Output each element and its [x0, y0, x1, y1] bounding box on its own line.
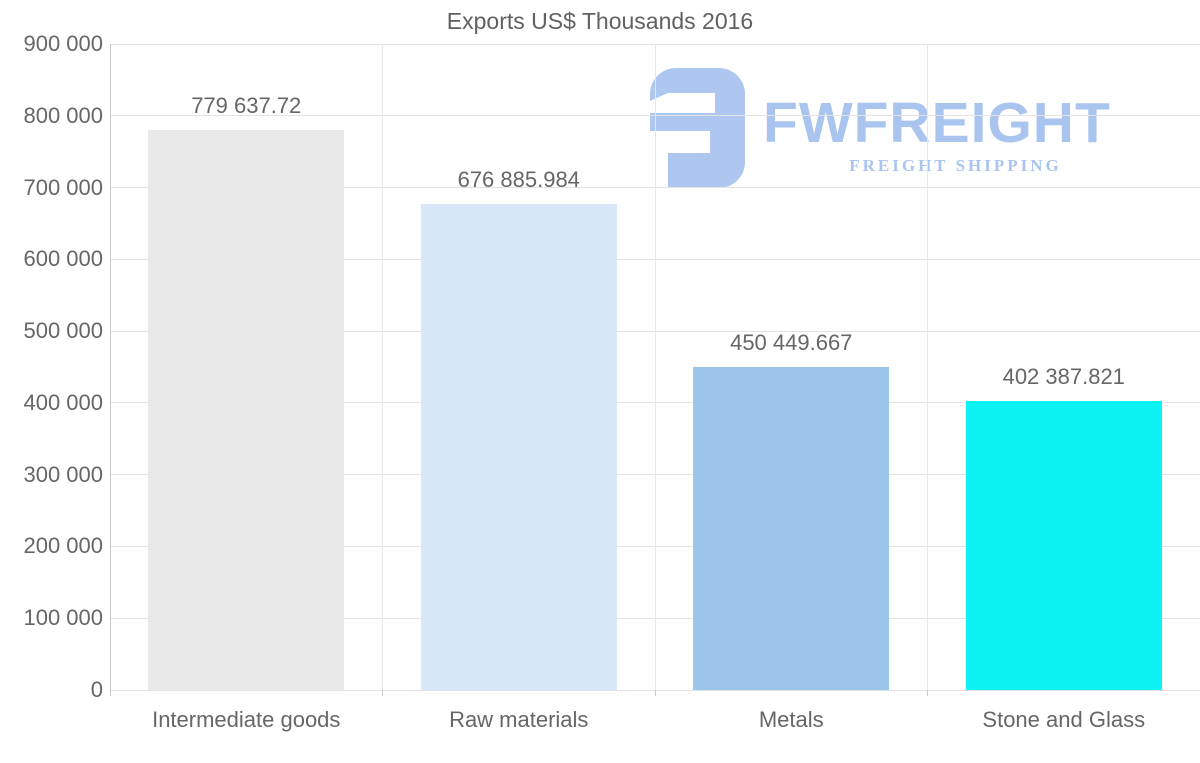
- gridline-vertical: [927, 44, 928, 690]
- x-axis-tick: [382, 690, 383, 696]
- bar-metals: [693, 366, 890, 690]
- y-axis-tick-label: 200 000: [23, 533, 103, 559]
- x-axis-category-label: Intermediate goods: [152, 707, 341, 732]
- x-axis-tick: [927, 690, 928, 696]
- y-axis-tick-label: 400 000: [23, 389, 103, 415]
- bar-intermediate-goods: [148, 130, 345, 690]
- chart-title: Exports US$ Thousands 2016: [446, 8, 754, 34]
- y-axis-tick-label: 800 000: [23, 102, 103, 128]
- x-axis-category-label: Raw materials: [449, 707, 589, 732]
- brand-tagline: FREIGHT SHIPPING: [849, 156, 1062, 175]
- bar-stone-and-glass: [965, 401, 1162, 690]
- y-axis-line: [109, 44, 111, 690]
- x-axis-tick: [109, 690, 111, 696]
- brand-logo: FWFREIGHT FREIGHT SHIPPING: [650, 68, 1150, 190]
- bar-raw-materials: [420, 204, 617, 690]
- bar-value-label: 450 449.667: [730, 329, 853, 355]
- brand-wordmark: FWFREIGHT: [763, 91, 1111, 155]
- x-axis-category-label: Stone and Glass: [982, 707, 1146, 732]
- y-axis-tick-label: 0: [90, 677, 103, 702]
- gridline-vertical: [654, 44, 656, 690]
- bar-value-label: 779 637.72: [191, 93, 302, 119]
- y-axis-tick-label: 300 000: [23, 461, 103, 487]
- gridline-vertical: [382, 44, 383, 690]
- y-axis-tick-label: 600 000: [23, 246, 103, 272]
- y-axis-tick-label: 900 000: [23, 31, 103, 56]
- y-axis-tick-label: 500 000: [23, 318, 103, 344]
- y-axis-tick-label: 100 000: [23, 605, 103, 631]
- bar-value-label: 402 387.821: [1002, 364, 1125, 390]
- bar-value-label: 676 885.984: [457, 167, 580, 193]
- y-axis-tick-label: 700 000: [23, 174, 103, 200]
- x-axis-tick: [654, 690, 656, 696]
- x-axis-category-label: Metals: [758, 707, 824, 732]
- plot-area: 779 637.72 Intermediate goods 676 885.984 R…: [109, 43, 1200, 732]
